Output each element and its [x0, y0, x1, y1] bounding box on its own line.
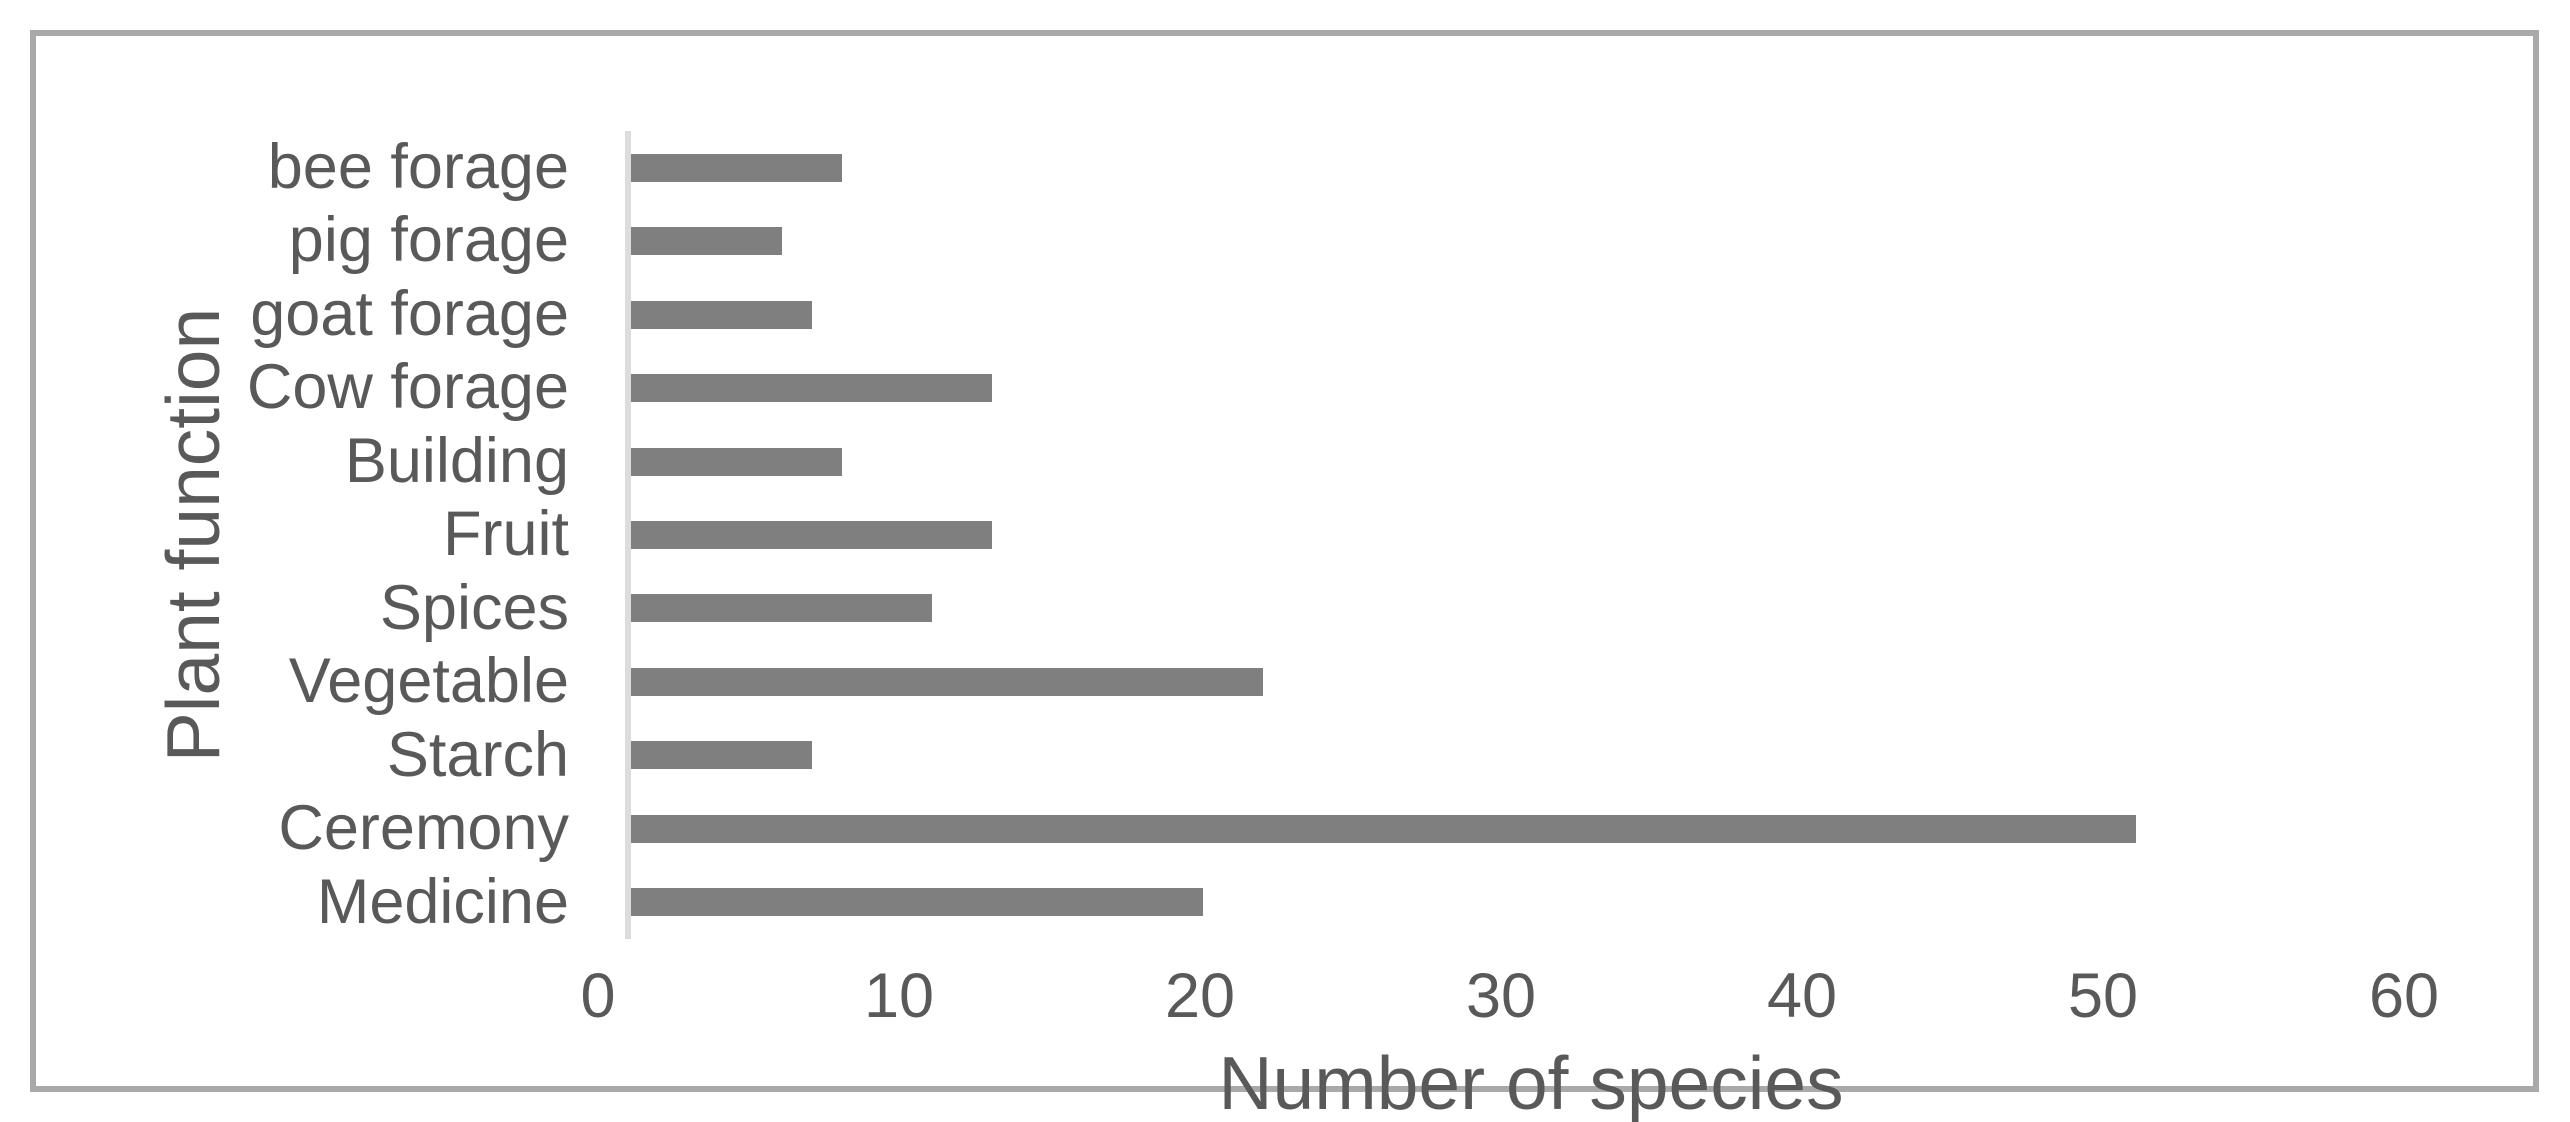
bar-starch: [631, 741, 812, 770]
category-label-medicine: Medicine: [316, 866, 569, 937]
bar-building: [631, 447, 842, 476]
category-label-spices: Spices: [379, 572, 569, 643]
category-label-goat-forage: goat forage: [250, 278, 569, 349]
bar-medicine: [631, 888, 1203, 917]
y-axis-line: [625, 131, 631, 939]
bar-vegetable: [631, 667, 1264, 696]
chart-frame: Plant function bee forage pig forage goat …: [30, 30, 2539, 1122]
bar-ceremony: [631, 814, 2136, 843]
x-tick-label-30: 30: [1465, 961, 1537, 1031]
bar-goat-forage: [631, 300, 812, 329]
bar-cow-forage: [631, 374, 993, 403]
bar-pig-forage: [631, 227, 782, 256]
x-tick-label-10: 10: [863, 961, 935, 1031]
category-label-starch: Starch: [386, 719, 569, 790]
bar-spices: [631, 594, 932, 623]
plot-area: [625, 131, 2434, 939]
y-axis-category-labels: bee forage pig forage goat forage Cow forag…: [96, 131, 569, 939]
category-label-fruit: Fruit: [443, 499, 569, 570]
category-label-vegetable: Vegetable: [288, 646, 569, 717]
bar-fruit: [631, 521, 993, 549]
category-label-pig-forage: pig forage: [288, 205, 569, 276]
x-axis-title: Number of species: [1218, 1041, 1844, 1122]
category-label-bee-forage: bee forage: [267, 132, 569, 202]
bar-bee-forage: [631, 153, 842, 182]
x-tick-label-60: 60: [2368, 961, 2440, 1031]
category-label-ceremony: Ceremony: [278, 793, 569, 864]
x-tick-label-20: 20: [1164, 961, 1236, 1031]
category-label-cow-forage: Cow forage: [246, 352, 569, 423]
category-label-building: Building: [344, 425, 569, 496]
x-tick-label-0: 0: [580, 961, 616, 1031]
x-tick-label-40: 40: [1766, 961, 1838, 1031]
x-tick-label-50: 50: [2067, 961, 2139, 1031]
